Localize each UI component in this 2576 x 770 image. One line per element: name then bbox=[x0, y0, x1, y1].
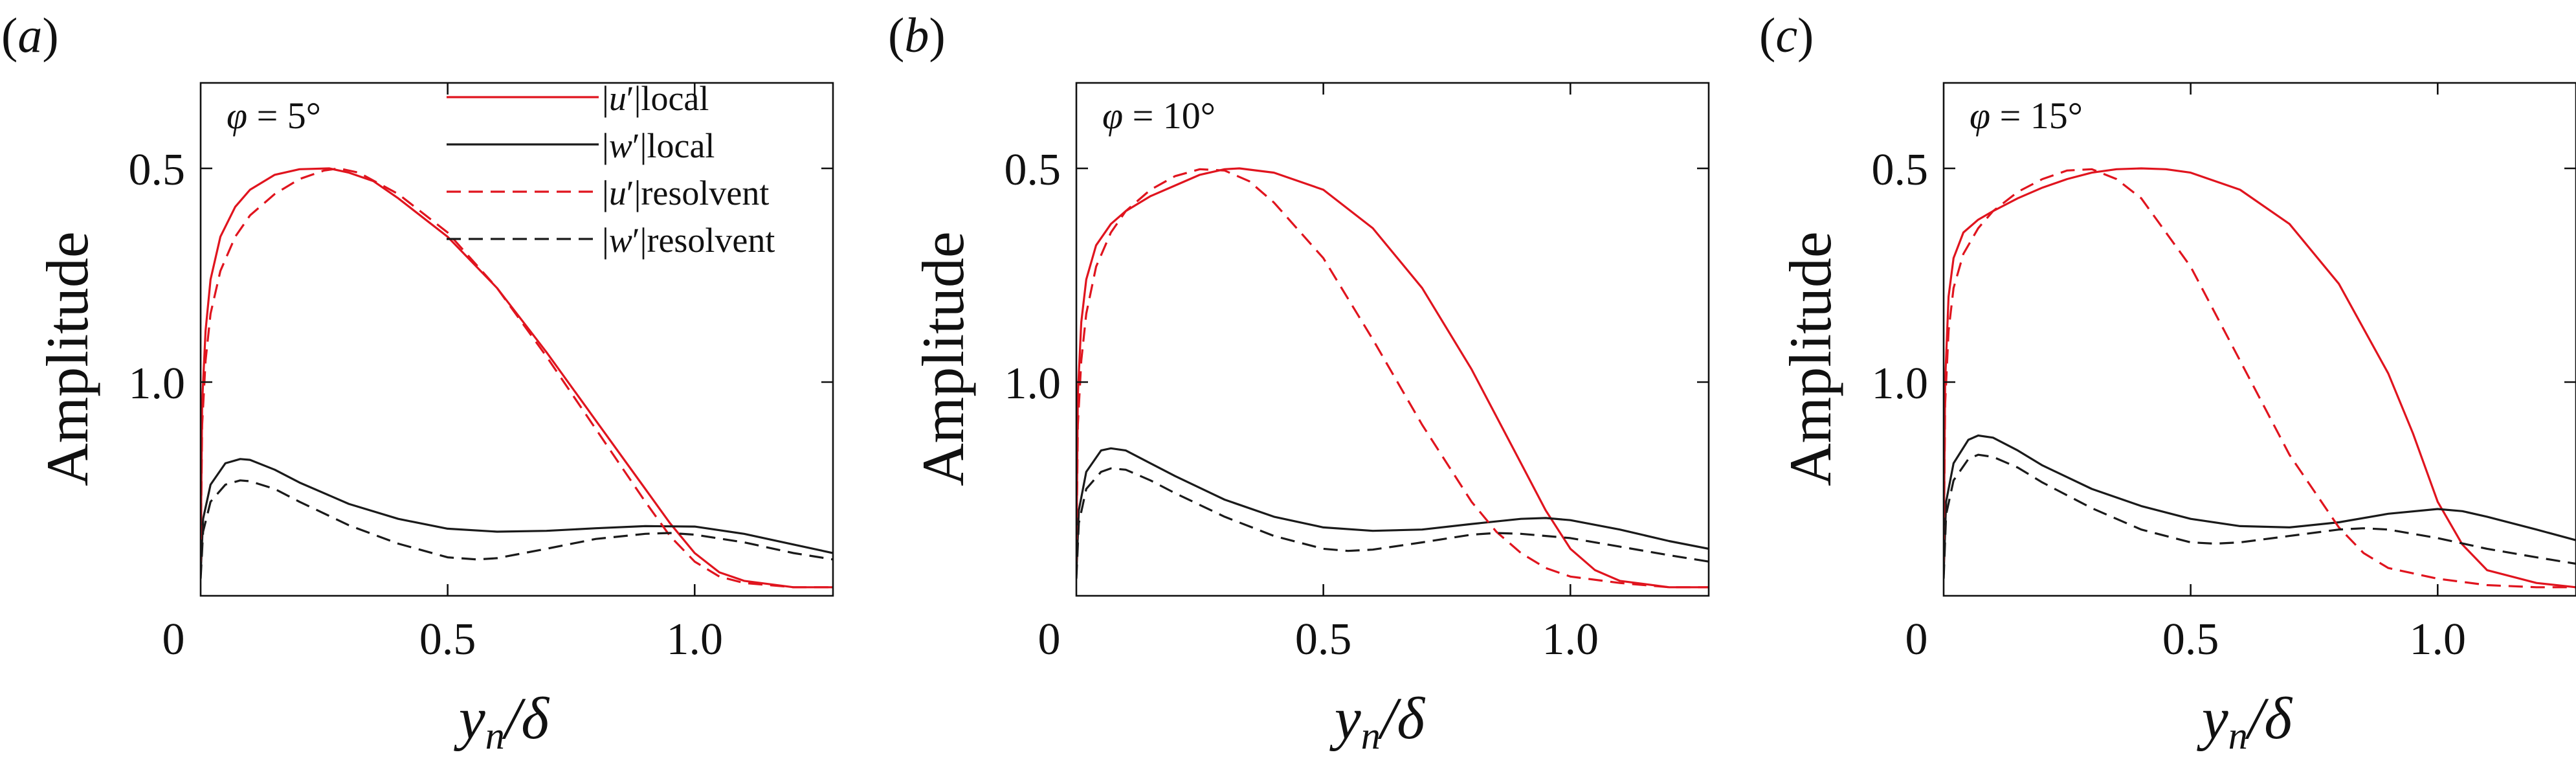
y-tick-label: 0.5 bbox=[129, 145, 186, 195]
panel-label-paren-open: ( bbox=[1, 8, 17, 63]
y-tick-label: 1.0 bbox=[129, 359, 186, 409]
legend-entry-3: |w′|resolvent bbox=[602, 221, 775, 260]
legend-entry-suffix: ′|resolvent bbox=[627, 174, 770, 212]
legend-entry-1: |w′|local bbox=[602, 126, 715, 165]
panel-label-paren-close: ) bbox=[1797, 8, 1814, 63]
y-axis-label: Amplitude bbox=[1777, 231, 1843, 486]
x-axis-label-sub: n bbox=[2228, 714, 2248, 757]
chart-panel-1: (b) 1.0 0.5 0.5 1.0 0 Amplitude yn/δ φ = 10° bbox=[888, 8, 1710, 757]
x-axis-label-var: y bbox=[1329, 685, 1361, 751]
y-tick-label: 1.0 bbox=[1005, 359, 1061, 409]
y-tick-label: 0.5 bbox=[1005, 145, 1061, 195]
series-line-3 bbox=[1076, 467, 1709, 579]
x-axis-label-rest: /δ bbox=[502, 685, 550, 751]
panel-label: (a) bbox=[1, 8, 59, 63]
angle-annotation-value: = 15° bbox=[1990, 95, 2083, 137]
x-tick-label: 0.5 bbox=[2162, 615, 2219, 664]
panel-label-letter: b bbox=[904, 8, 929, 63]
x-tick-label: 0.5 bbox=[1295, 615, 1352, 664]
series-line-0 bbox=[201, 167, 833, 589]
angle-annotation-value: = 10° bbox=[1123, 95, 1216, 137]
legend-entry-symbol: w bbox=[609, 126, 632, 165]
legend-entry-2: |u′|resolvent bbox=[602, 174, 769, 212]
legend-entry-prefix: | bbox=[602, 126, 609, 165]
y-tick-label: 1.0 bbox=[1872, 359, 1929, 409]
origin-label: 0 bbox=[1038, 615, 1061, 664]
panel-label-letter: a bbox=[17, 8, 42, 63]
series-line-0 bbox=[1944, 167, 2576, 589]
series-line-0 bbox=[1076, 167, 1709, 589]
panel-label: (c) bbox=[1759, 8, 1814, 63]
series-line-3 bbox=[201, 479, 833, 579]
plot-frame bbox=[1942, 82, 2576, 597]
x-tick-label: 0.5 bbox=[419, 615, 476, 664]
legend-entry-symbol: u bbox=[609, 79, 627, 118]
y-axis-label: Amplitude bbox=[910, 231, 976, 486]
series-group bbox=[1076, 167, 1709, 589]
plot-frame bbox=[1075, 82, 1710, 597]
legend-entry-suffix: ′|resolvent bbox=[632, 221, 775, 260]
y-tick-label: 0.5 bbox=[1872, 145, 1929, 195]
series-group bbox=[201, 167, 833, 589]
panel-label-letter: c bbox=[1775, 8, 1797, 63]
y-axis-label: Amplitude bbox=[34, 231, 100, 486]
origin-label: 0 bbox=[162, 615, 185, 664]
panel-label: (b) bbox=[888, 8, 946, 63]
series-line-1 bbox=[201, 458, 833, 575]
x-tick-label: 1.0 bbox=[2410, 615, 2467, 664]
series-line-1 bbox=[1944, 434, 2576, 575]
x-axis-label-rest: /δ bbox=[1377, 685, 1426, 751]
angle-annotation-symbol: φ bbox=[1970, 95, 1990, 137]
x-axis-label-var: y bbox=[2197, 685, 2228, 751]
x-axis-label: yn/δ bbox=[2197, 685, 2293, 757]
x-axis-label: yn/δ bbox=[1329, 685, 1425, 757]
x-tick-label: 1.0 bbox=[1542, 615, 1599, 664]
angle-annotation: φ = 5° bbox=[227, 95, 321, 137]
angle-annotation-symbol: φ bbox=[227, 95, 247, 137]
legend-entry-symbol: w bbox=[609, 221, 632, 260]
x-axis-label-sub: n bbox=[1361, 714, 1381, 757]
angle-annotation-symbol: φ bbox=[1102, 95, 1123, 137]
series-line-2 bbox=[1076, 168, 1709, 589]
legend-entry-symbol: u bbox=[609, 174, 627, 212]
series-line-2 bbox=[201, 167, 833, 589]
angle-annotation: φ = 10° bbox=[1102, 95, 1216, 137]
panel-label-paren-open: ( bbox=[888, 8, 904, 63]
origin-label: 0 bbox=[1905, 615, 1928, 664]
legend-entry-0: |u′|local bbox=[602, 79, 709, 118]
x-axis-label-sub: n bbox=[485, 714, 505, 757]
legend-entry-prefix: | bbox=[602, 221, 609, 260]
panel-label-paren-close: ) bbox=[929, 8, 945, 63]
x-axis-label-rest: /δ bbox=[2245, 685, 2293, 751]
legend-entry-prefix: | bbox=[602, 79, 609, 118]
panel-label-paren-close: ) bbox=[42, 8, 58, 63]
x-tick-label: 1.0 bbox=[667, 615, 724, 664]
chart-panel-2: (c) 1.0 0.5 0.5 1.0 0 Amplitude yn/δ φ = 15° bbox=[1759, 8, 2576, 757]
angle-annotation: φ = 15° bbox=[1970, 95, 2083, 137]
series-line-2 bbox=[1944, 168, 2576, 589]
panel-label-paren-open: ( bbox=[1759, 8, 1775, 63]
x-axis-label-var: y bbox=[454, 685, 485, 751]
series-line-3 bbox=[1944, 453, 2576, 579]
legend: |u′|local|w′|local|u′|resolvent|w′|resol… bbox=[447, 79, 775, 260]
series-line-1 bbox=[1076, 447, 1709, 575]
plot-frame bbox=[199, 82, 834, 597]
x-axis-label: yn/δ bbox=[454, 685, 550, 757]
series-group bbox=[1944, 167, 2576, 589]
legend-entry-prefix: | bbox=[602, 174, 609, 212]
legend-entry-suffix: ′|local bbox=[632, 126, 715, 165]
legend-entry-suffix: ′|local bbox=[627, 79, 709, 118]
angle-annotation-value: = 5° bbox=[247, 95, 321, 137]
